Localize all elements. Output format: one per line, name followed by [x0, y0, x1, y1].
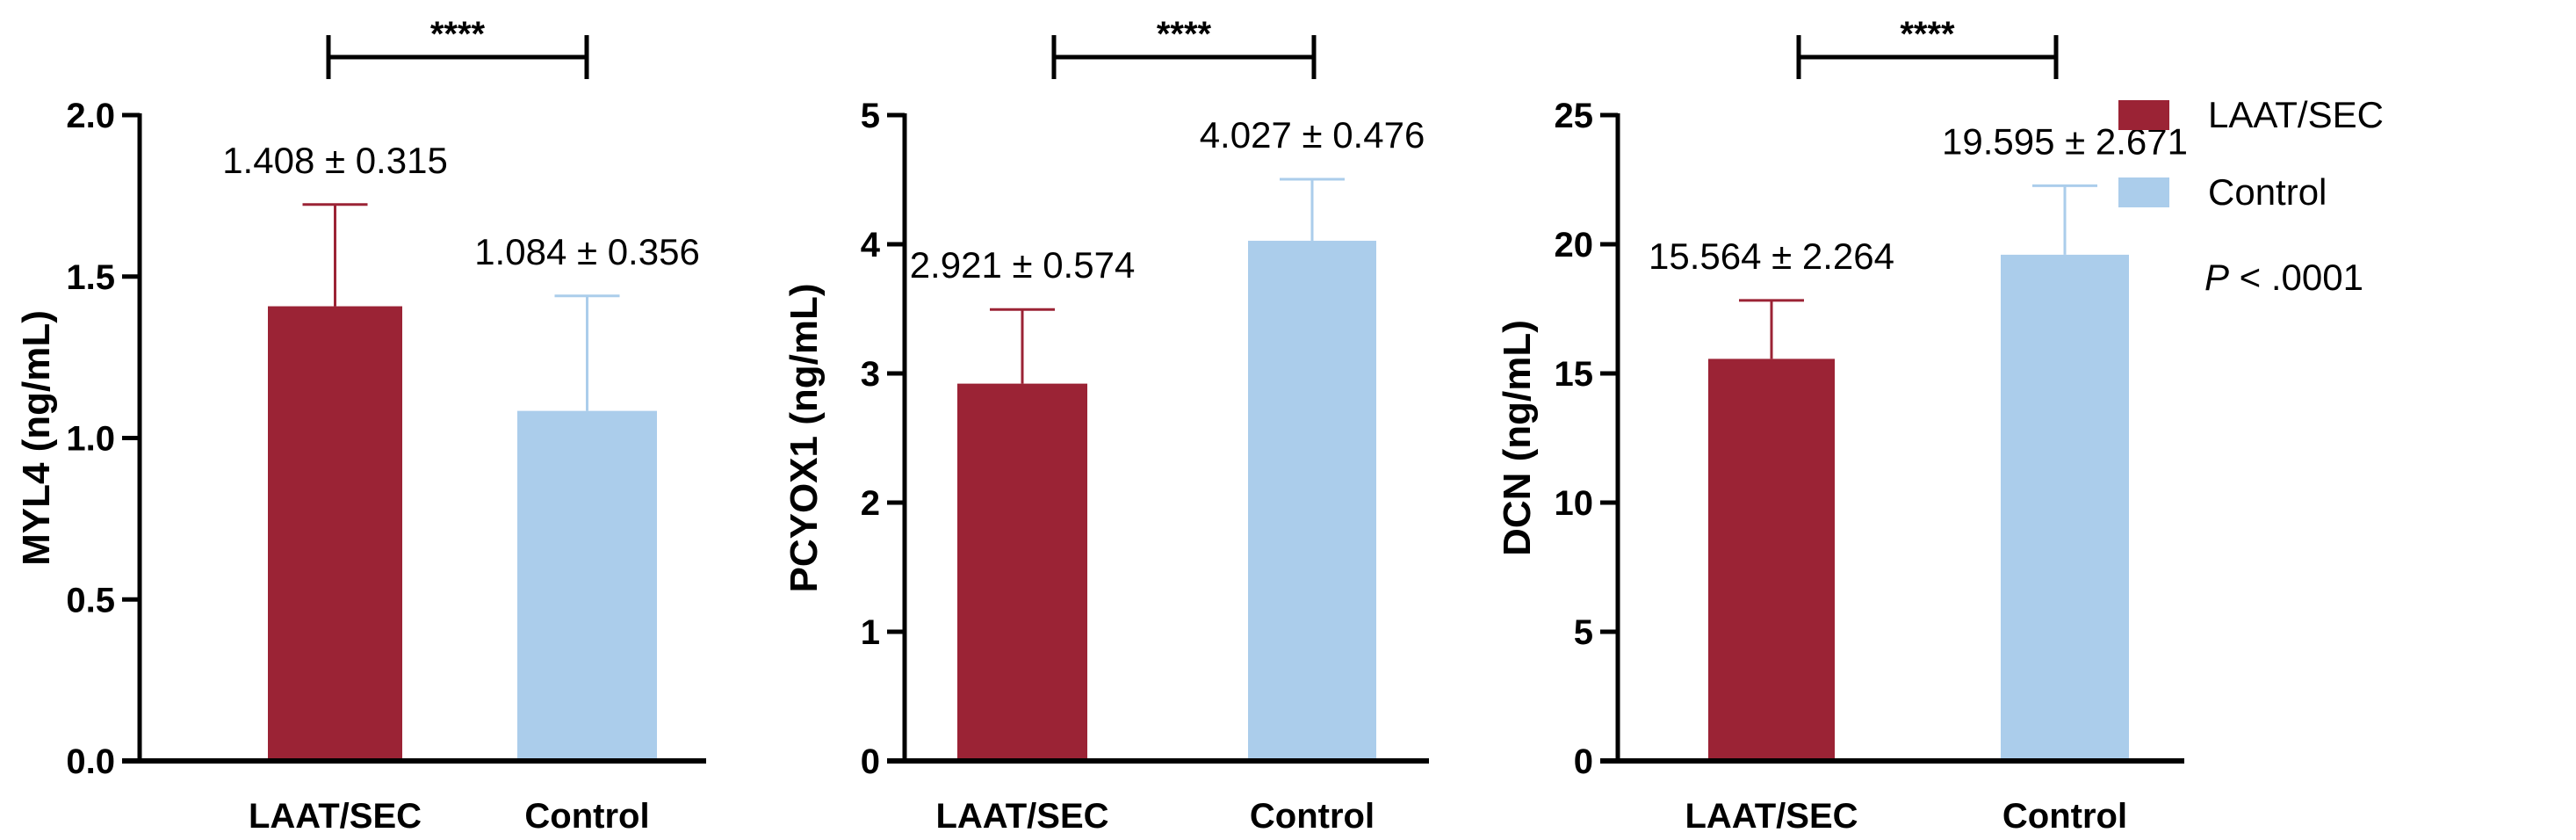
y-tick-label: 1 — [861, 613, 880, 652]
bar-control — [517, 410, 657, 761]
y-axis-title: PCYOX1 (ng/mL) — [783, 283, 826, 592]
x-tick-label: Control — [524, 797, 649, 836]
y-tick-label: 25 — [1555, 97, 1594, 135]
y-tick-label: 10 — [1555, 484, 1594, 523]
x-tick-label: LAAT/SEC — [935, 797, 1108, 836]
p-value: < .0001 — [2229, 257, 2363, 298]
bar-control — [2001, 254, 2129, 762]
y-tick-label: 1.0 — [66, 420, 115, 459]
bar-control — [1248, 241, 1376, 761]
y-axis-title: MYL4 (ng/mL) — [15, 310, 58, 566]
x-tick-label: Control — [1250, 797, 1375, 836]
legend: LAAT/SEC Control P < .0001 — [2118, 94, 2384, 298]
y-tick-label: 5 — [861, 97, 880, 135]
significance-stars: **** — [1157, 15, 1212, 54]
value-label: 15.564 ± 2.264 — [1649, 235, 1894, 277]
p-value-label: P < .0001 — [2204, 257, 2363, 298]
significance-stars: **** — [1900, 15, 1955, 54]
y-tick-label: 0.0 — [66, 742, 115, 781]
legend-swatch — [2118, 100, 2169, 130]
x-tick-label: LAAT/SEC — [1685, 797, 1858, 836]
p-italic: P — [2204, 257, 2229, 298]
legend-swatch — [2118, 177, 2169, 207]
y-tick-label: 3 — [861, 355, 880, 394]
y-tick-label: 5 — [1574, 613, 1593, 652]
significance-stars: **** — [430, 15, 486, 54]
bar-laat-sec — [1708, 358, 1835, 761]
value-label: 2.921 ± 0.574 — [910, 244, 1136, 286]
y-tick-label: 2 — [861, 484, 880, 523]
y-axis-title: DCN (ng/mL) — [1496, 320, 1539, 556]
y-tick-label: 0 — [861, 742, 880, 781]
panel-2: 2.921 ± 0.574 LAAT/SEC 4.027 ± 0.476 Contro… — [783, 15, 1429, 836]
y-tick-label: 4 — [861, 226, 881, 264]
panel-1: 1.408 ± 0.315 LAAT/SEC 1.084 ± 0.356 Contro… — [15, 15, 706, 836]
y-tick-label: 15 — [1555, 355, 1594, 394]
y-tick-label: 1.5 — [66, 258, 115, 297]
x-tick-label: LAAT/SEC — [249, 797, 422, 836]
bar-laat-sec — [957, 383, 1087, 761]
y-tick-label: 0.5 — [66, 581, 115, 619]
x-tick-label: Control — [2002, 797, 2127, 836]
legend-label: Control — [2208, 171, 2327, 213]
y-tick-label: 2.0 — [66, 97, 115, 135]
bar-laat-sec — [268, 306, 402, 761]
value-label: 1.408 ± 0.315 — [222, 140, 448, 181]
y-tick-label: 0 — [1574, 742, 1593, 781]
legend-label: LAAT/SEC — [2208, 94, 2384, 135]
value-label: 4.027 ± 0.476 — [1200, 114, 1425, 156]
y-tick-label: 20 — [1555, 226, 1594, 264]
value-label: 1.084 ± 0.356 — [474, 231, 700, 272]
